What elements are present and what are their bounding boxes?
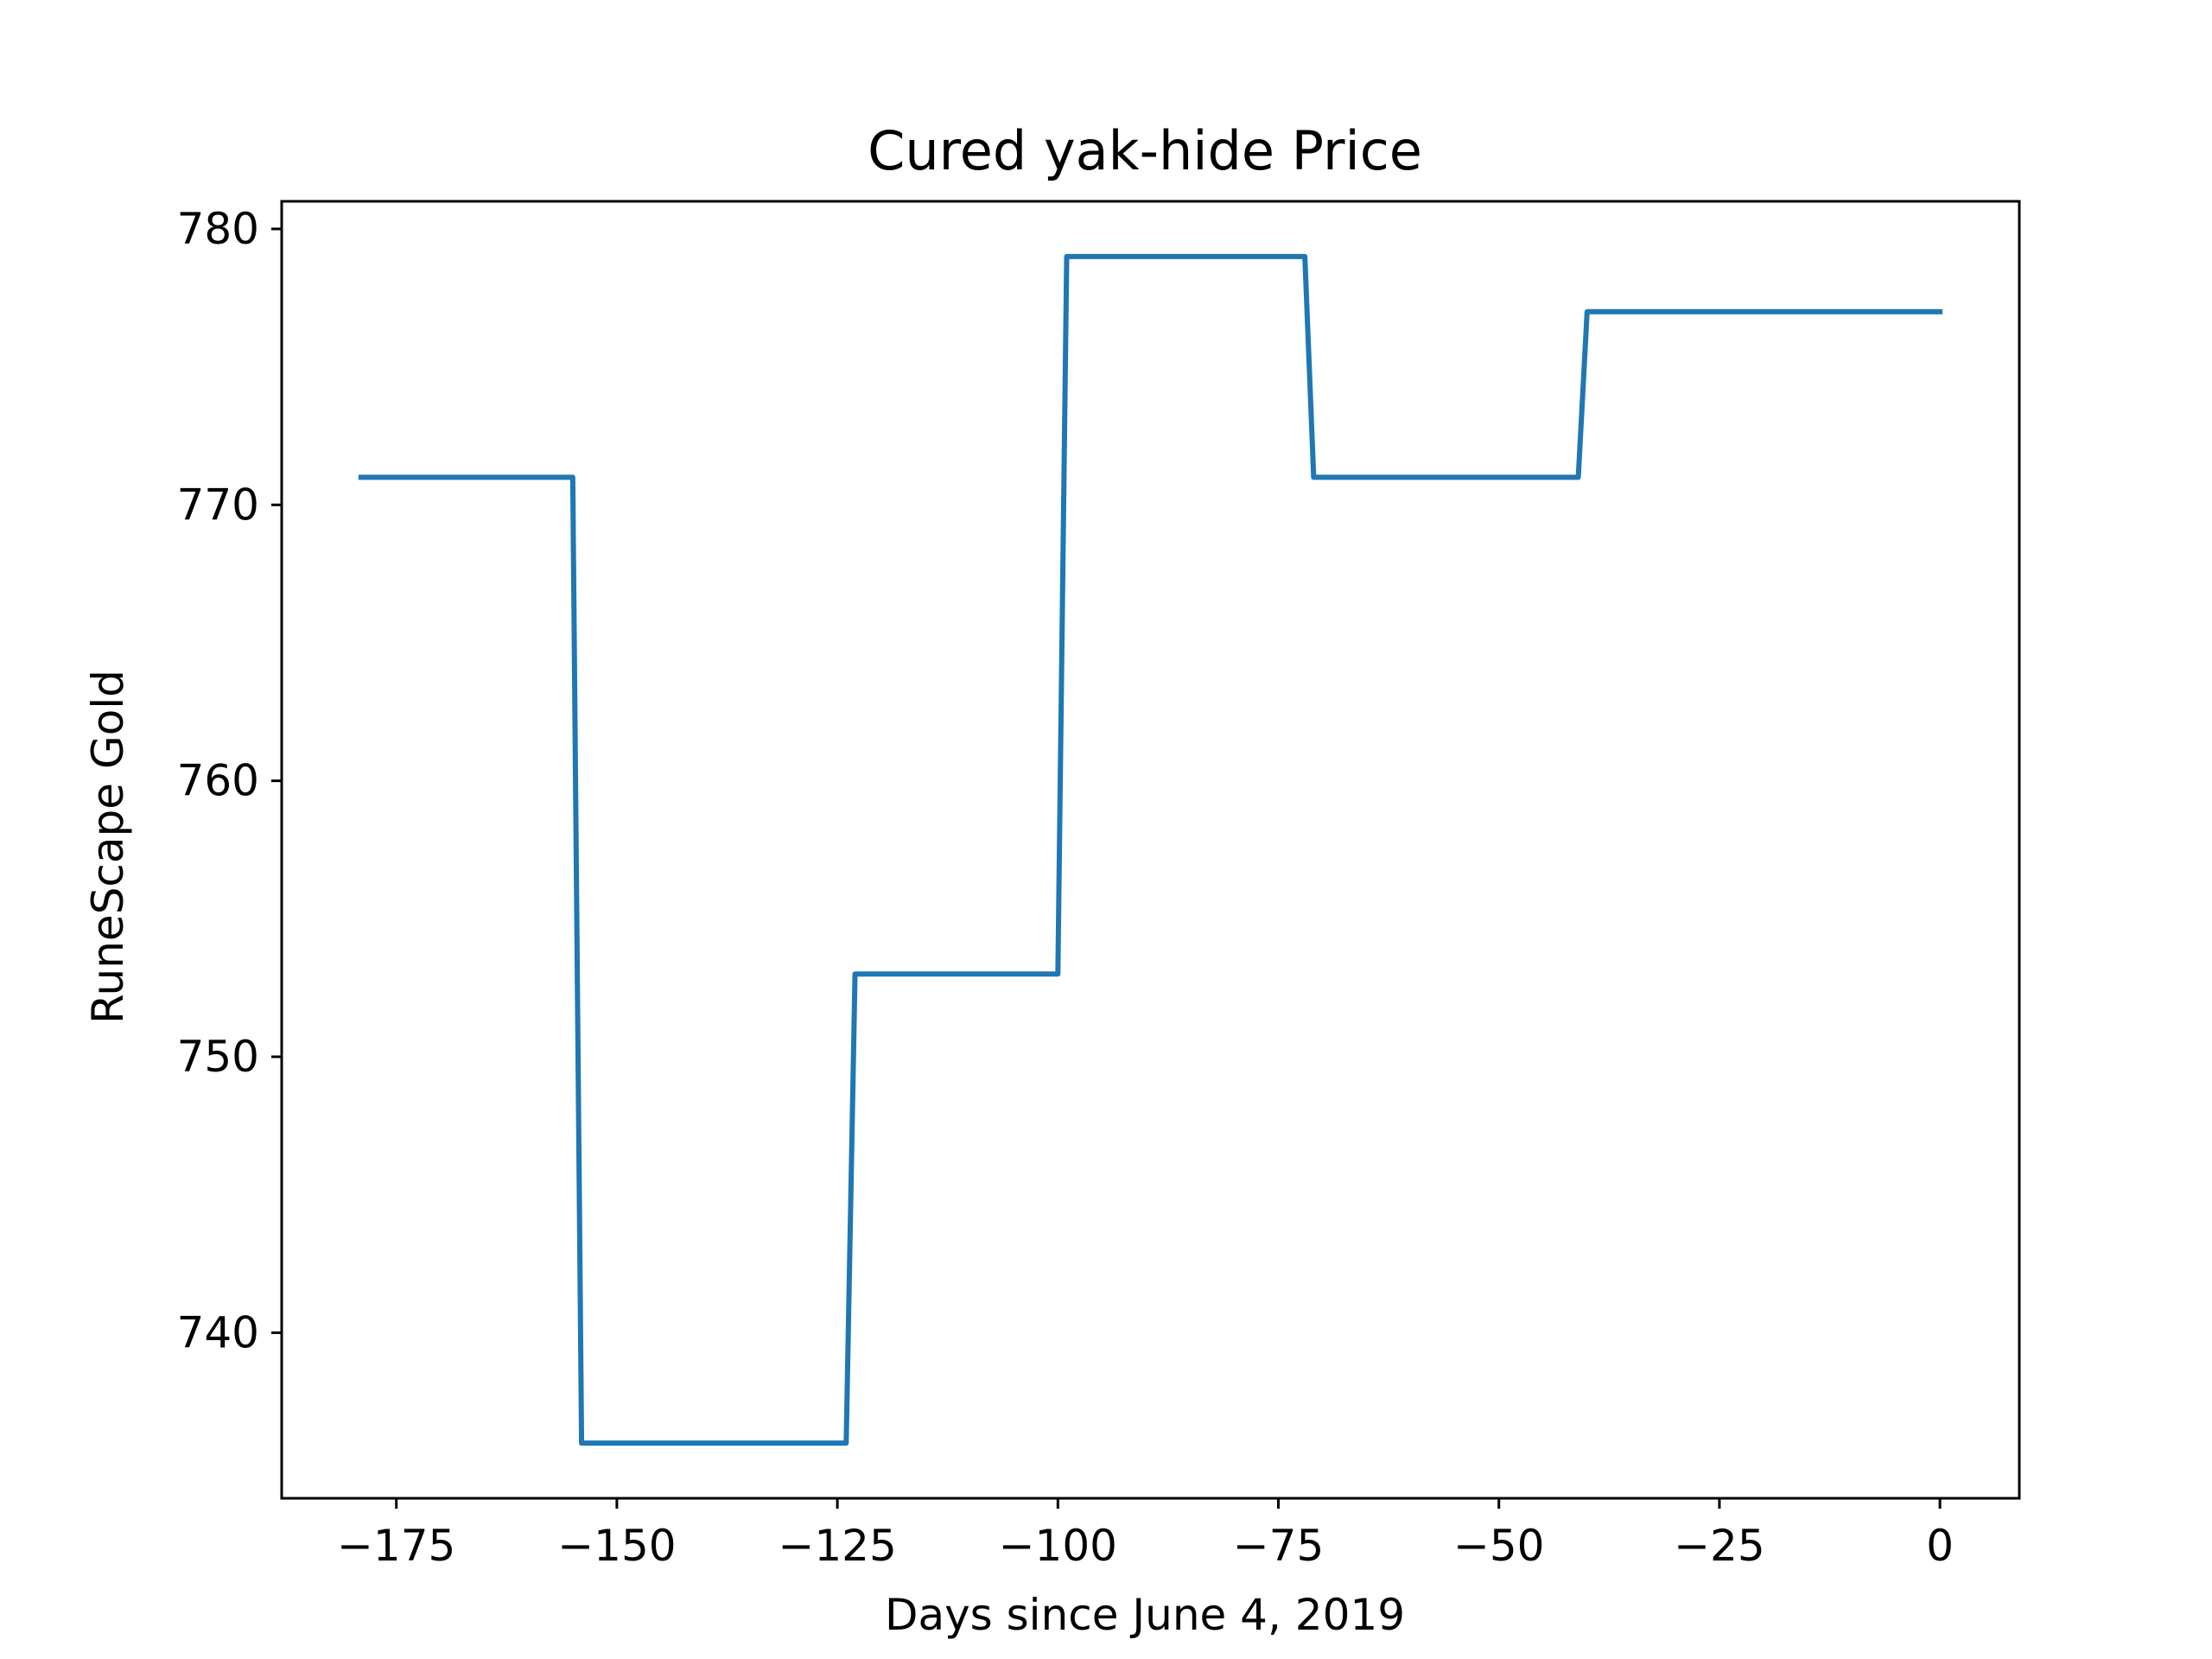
x-tick-label: −175 — [337, 1521, 455, 1571]
x-tick-label: −125 — [778, 1521, 896, 1571]
y-axis: 740 750 760 770 780 — [177, 204, 282, 1357]
chart-title: Cured yak-hide Price — [868, 119, 1422, 182]
x-tick-label: −75 — [1233, 1521, 1325, 1571]
x-tick-label: 0 — [1926, 1521, 1954, 1571]
x-tick-label: −25 — [1674, 1521, 1765, 1571]
x-tick-label: −100 — [999, 1521, 1117, 1571]
y-tick-label: 770 — [177, 480, 259, 530]
y-tick-label: 760 — [177, 756, 259, 806]
y-tick-label: 740 — [177, 1307, 259, 1357]
series-line-1 — [358, 253, 1943, 1446]
y-tick-label: 780 — [177, 204, 259, 254]
x-tick-label: −50 — [1453, 1521, 1545, 1571]
x-axis-label: Days since June 4, 2019 — [885, 1590, 1405, 1640]
plot-area — [280, 200, 2021, 1500]
y-tick-label: 750 — [177, 1032, 259, 1082]
plot-frame — [280, 200, 2021, 1500]
y-axis-label: RuneScape Gold — [83, 670, 133, 1024]
x-axis: −175 −150 −125 −100 −75 −50 −25 0 — [337, 1498, 1954, 1571]
x-tick-label: −150 — [557, 1521, 676, 1571]
